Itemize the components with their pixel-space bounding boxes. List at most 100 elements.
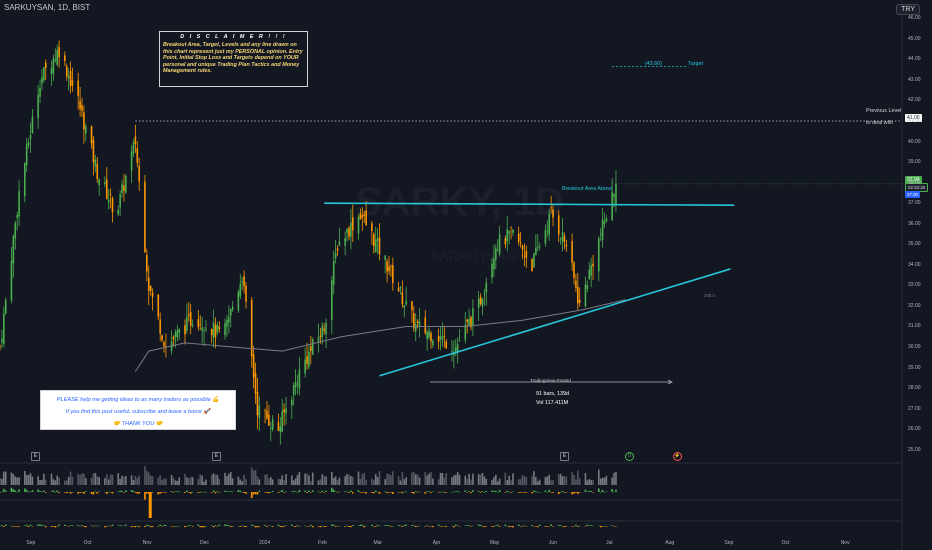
indicator-bar (189, 492, 192, 494)
currency-button[interactable]: TRY (896, 4, 920, 15)
indicator-bar (456, 491, 459, 492)
disclaimer-note[interactable]: D I S C L A I M E R ! ! ! Breakout Area,… (159, 31, 308, 87)
earnings-marker[interactable]: E (31, 452, 40, 461)
candle-body (174, 332, 177, 338)
promo-note[interactable]: PLEASE help me getting ideas to as many … (40, 390, 236, 430)
candle-body (23, 162, 26, 197)
lower-indicator-bar (79, 526, 81, 527)
lower-indicator-bar (16, 526, 18, 527)
indicator-bar (174, 491, 177, 493)
indicator-bar (319, 492, 322, 493)
volume-bar (432, 478, 434, 485)
indicator-bar (157, 492, 160, 495)
lower-indicator-bar (241, 525, 243, 527)
indicator-bar (64, 492, 66, 493)
volume-bar (388, 474, 390, 485)
volume-bar (290, 475, 293, 485)
volume-bar (264, 474, 266, 485)
lower-indicator-bar (218, 524, 221, 526)
volume-bar (605, 475, 608, 485)
lower-indicator-bar (119, 525, 121, 526)
indicator-bar (413, 492, 415, 494)
lower-indicator-bar (521, 526, 524, 527)
earnings-marker[interactable]: E (560, 452, 569, 461)
lower-indicator-bar (186, 526, 188, 527)
volume-bar (252, 470, 255, 485)
y-tick-label: 33.00 (908, 282, 921, 289)
lower-indicator-bar (279, 526, 282, 527)
y-tick-label: 25.00 (908, 446, 921, 453)
indicator-bar (4, 490, 7, 492)
lower-indicator-bar (365, 525, 367, 527)
x-tick-label: Sep (26, 540, 36, 546)
lower-indicator-bar (176, 525, 179, 527)
indicator-bar (136, 492, 139, 494)
lower-indicator-bar (386, 525, 388, 526)
candle-body (130, 151, 133, 171)
indicator-bar (374, 490, 377, 492)
volume-bar (577, 470, 579, 485)
candle-body (1, 338, 3, 343)
indicator-bar (90, 492, 93, 494)
candle-body (138, 166, 141, 182)
lower-indicator-bar (258, 526, 261, 527)
volume-bar (428, 473, 430, 485)
lower-indicator-bar (325, 526, 327, 527)
lower-indicator-bar (256, 526, 259, 528)
volume-bar (149, 475, 152, 485)
candle-body (319, 335, 322, 337)
volume-bar (378, 470, 381, 485)
indicator-bar (397, 492, 400, 493)
volume-bar (199, 474, 202, 485)
lower-indicator-bar (470, 526, 472, 527)
x-tick-label: Oct (781, 540, 790, 546)
dividend-marker[interactable]: D (625, 452, 634, 461)
indicator-bar (285, 491, 287, 493)
lower-indicator-bar (56, 526, 59, 527)
lower-indicator-bar (109, 526, 112, 527)
indicator-bar (94, 491, 97, 492)
volume-bar (575, 479, 577, 485)
volume-bar (237, 476, 240, 485)
volume-bar (321, 474, 324, 485)
indicator-bar (432, 491, 434, 493)
indicator-spike (148, 492, 152, 518)
candle-body (269, 427, 272, 429)
candle-body (363, 214, 366, 216)
indicator-bar (130, 489, 133, 492)
lower-indicator-bar (575, 524, 577, 526)
volume-bar (117, 473, 120, 485)
candle-body (403, 305, 406, 308)
split-marker[interactable]: ⚡ (673, 452, 682, 461)
indicator-bar (170, 491, 173, 492)
indicator-bar (334, 491, 337, 493)
indicator-bar (376, 491, 379, 493)
lower-indicator-bar (25, 524, 28, 526)
volume-bar (523, 476, 526, 485)
indicator-bar (533, 490, 535, 492)
candle-body (477, 298, 480, 308)
indicator-bar (428, 491, 430, 492)
earnings-marker[interactable]: E (212, 452, 221, 461)
candle-body (481, 298, 484, 307)
volume-bar (565, 476, 568, 485)
candle-body (172, 336, 175, 340)
candle-body (365, 210, 367, 226)
volume-bar (584, 473, 587, 485)
indicator-bar (10, 487, 13, 492)
support-trendline (379, 268, 731, 377)
promo-line-1: PLEASE help me getting ideas to as many … (56, 397, 220, 403)
target-value-label: (43.66) (645, 61, 663, 67)
volume-bar (268, 478, 270, 485)
volume-bar (456, 472, 459, 485)
candle-body (443, 335, 446, 337)
volume-bar (250, 467, 253, 485)
candle-body (346, 229, 348, 233)
volume-bar (546, 476, 549, 485)
volume-bar (296, 474, 299, 485)
indicator-bar (510, 492, 512, 493)
indicator-bar (565, 492, 568, 493)
indicator-bar (239, 490, 242, 492)
indicator-bar (178, 491, 181, 493)
